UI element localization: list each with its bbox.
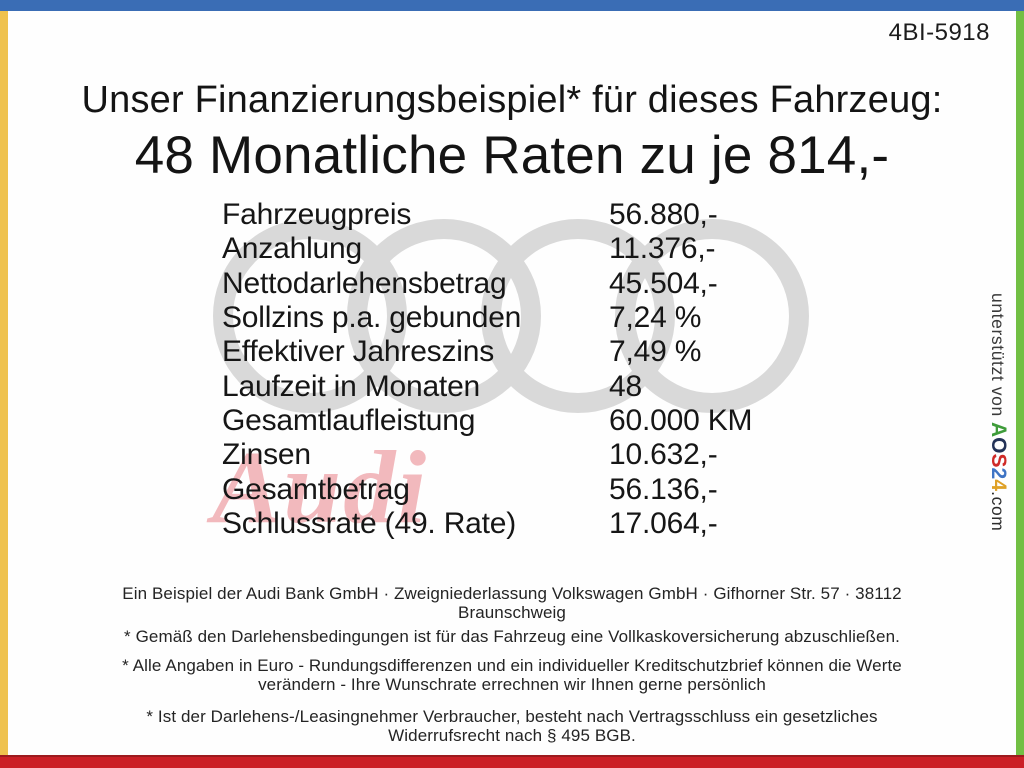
document-code: 4BI-5918 [888, 19, 990, 46]
logo-domain-suffix: .com [988, 491, 1008, 532]
footer-disclaimer: Ein Beispiel der Audi Bank GmbH · Zweign… [62, 584, 962, 745]
disclaimer-line: * Ist der Darlehens-/Leasingnehmer Verbr… [146, 707, 878, 726]
audi-script-watermark: Audi [212, 430, 429, 545]
finance-value: 7,24 % [609, 301, 702, 335]
supported-by-vertical-text: unterstützt von AOS24.com [986, 293, 1010, 531]
disclaimer-line: Ein Beispiel der Audi Bank GmbH · Zweign… [122, 584, 902, 603]
finance-label: Gesamtlaufleistung [222, 403, 476, 437]
finance-value: 45.504,- [609, 266, 718, 300]
frame-bottom-border [0, 757, 1024, 768]
disclaimer-insurance: * Gemäß den Darlehensbedingungen ist für… [62, 627, 962, 646]
table-row: Sollzins p.a. gebunden 7,24 % [222, 301, 752, 335]
table-row: Laufzeit in Monaten 48 [222, 369, 752, 403]
finance-value: 11.376,- [609, 232, 716, 266]
finance-value: 56.880,- [609, 198, 718, 232]
finance-value: 60.000 KM [609, 403, 753, 437]
disclaimer-line: Braunschweig [458, 603, 566, 622]
supported-by-label: unterstützt von [988, 293, 1008, 423]
table-row: Schlussrate (49. Rate) 17.064,- [222, 507, 752, 541]
frame-right-border [1016, 11, 1024, 756]
disclaimer-line: Widerrufsrecht nach § 495 BGB. [388, 726, 636, 745]
finance-value: 10.632,- [609, 438, 718, 472]
finance-label: Anzahlung [222, 232, 362, 266]
finance-value: 48 [609, 369, 642, 403]
finance-label: Zinsen [222, 438, 311, 472]
title-line-2: 48 Monatliche Raten zu je 814,- [134, 125, 890, 185]
disclaimer-line: * Gemäß den Darlehensbedingungen ist für… [124, 627, 900, 646]
finance-label: Fahrzeugpreis [222, 198, 412, 232]
disclaimer-euro-note: * Alle Angaben in Euro - Rundungsdiffere… [62, 656, 962, 694]
table-row: Effektiver Jahreszins 7,49 % [222, 335, 752, 369]
logo-letter-4: 4 [987, 479, 1010, 492]
aos24-logo: AOS24 [987, 422, 1010, 492]
finance-value: 17.064,- [609, 506, 718, 540]
logo-letter-o: O [987, 437, 1010, 454]
table-row: Gesamtbetrag 56.136,- [222, 472, 752, 506]
logo-letter-s: S [987, 453, 1010, 468]
finance-value: 56.136,- [609, 472, 718, 506]
finance-value: 7,49 % [609, 335, 702, 369]
logo-letter-a: A [987, 422, 1010, 438]
table-row: Nettodarlehensbetrag 45.504,- [222, 267, 752, 301]
frame-bottom-edge-line [0, 755, 1024, 757]
finance-label: Laufzeit in Monaten [222, 369, 481, 403]
frame-left-border [0, 11, 8, 756]
table-row: Zinsen 10.632,- [222, 438, 752, 472]
disclaimer-line: * Alle Angaben in Euro - Rundungsdiffere… [122, 656, 902, 675]
disclaimer-bank-address: Ein Beispiel der Audi Bank GmbH · Zweign… [62, 584, 962, 622]
finance-label: Effektiver Jahreszins [222, 335, 495, 369]
finance-table: Fahrzeugpreis 56.880,- Anzahlung 11.376,… [222, 198, 752, 541]
disclaimer-line: verändern - Ihre Wunschrate errechnen wi… [258, 675, 766, 694]
table-row: Gesamtlaufleistung 60.000 KM [222, 404, 752, 438]
finance-label: Sollzins p.a. gebunden [222, 301, 522, 335]
frame-top-border [0, 0, 1024, 11]
logo-letter-2: 2 [987, 467, 1010, 480]
page-title: Unser Finanzierungsbeispiel* für dieses … [10, 79, 1014, 185]
finance-label: Nettodarlehensbetrag [222, 266, 507, 300]
table-row: Anzahlung 11.376,- [222, 232, 752, 266]
finance-label: Gesamtbetrag [222, 472, 410, 506]
title-line-1: Unser Finanzierungsbeispiel* für dieses … [81, 79, 943, 121]
table-row: Fahrzeugpreis 56.880,- [222, 198, 752, 232]
disclaimer-withdrawal-right: * Ist der Darlehens-/Leasingnehmer Verbr… [62, 707, 962, 745]
finance-label: Schlussrate (49. Rate) [222, 506, 517, 540]
